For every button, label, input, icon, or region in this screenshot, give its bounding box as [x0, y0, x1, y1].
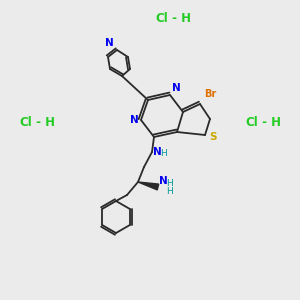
Polygon shape: [138, 182, 159, 190]
Text: Cl: Cl: [155, 13, 168, 26]
Text: N: N: [172, 83, 181, 93]
Text: Cl: Cl: [245, 116, 258, 128]
Text: H: H: [166, 187, 173, 196]
Text: - H: - H: [168, 13, 191, 26]
Text: N: N: [153, 147, 162, 157]
Text: N: N: [105, 38, 114, 48]
Text: - H: - H: [32, 116, 55, 128]
Text: H: H: [160, 149, 167, 158]
Text: S: S: [209, 132, 217, 142]
Text: N: N: [130, 115, 139, 125]
Text: H: H: [166, 179, 173, 188]
Text: N: N: [159, 176, 168, 186]
Text: Br: Br: [204, 89, 216, 99]
Text: - H: - H: [258, 116, 281, 128]
Text: Cl: Cl: [19, 116, 32, 128]
